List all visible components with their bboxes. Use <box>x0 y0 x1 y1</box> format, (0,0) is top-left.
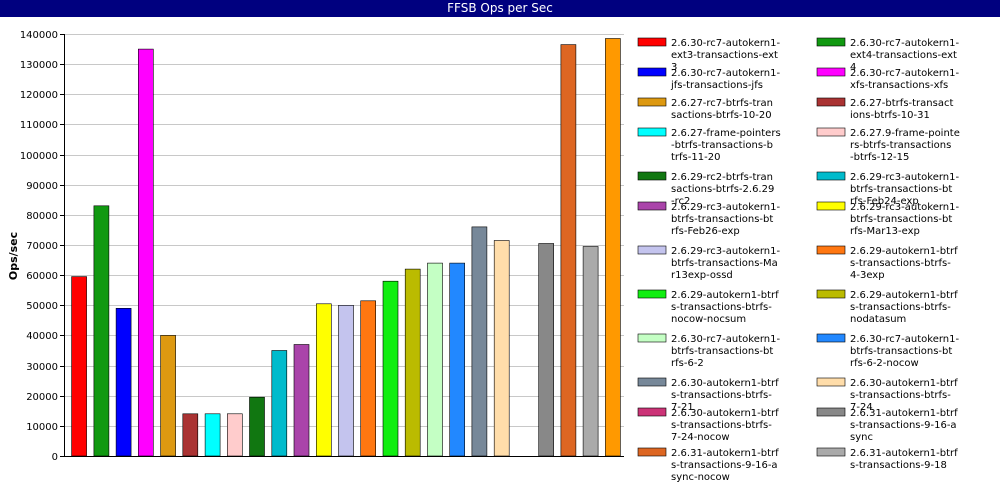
legend-entry: 2.6.29-rc3-autokern1-btrfs-transactions-… <box>671 246 781 281</box>
legend-swatch <box>816 333 846 343</box>
legend-swatch <box>816 171 846 181</box>
bar <box>427 262 443 457</box>
bar <box>404 268 421 457</box>
y-tick-label: 40000 <box>26 331 58 342</box>
bar <box>271 350 288 457</box>
y-tick-label: 90000 <box>26 181 58 192</box>
bar <box>160 335 176 457</box>
legend-entry: 2.6.29-rc2-btrfs-tran sactions-btrfs-2.6.… <box>671 172 774 207</box>
legend-entry: 2.6.27-btrfs-transact ions-btrfs-10-31 <box>850 98 953 121</box>
y-axis-label: Ops/sec <box>7 232 20 280</box>
bar <box>471 226 488 457</box>
bar <box>449 262 466 457</box>
legend-entry: 2.6.30-rc7-autokern1-ext4-transactions-e… <box>850 38 960 73</box>
legend-entry: 2.6.27.9-frame-pointe rs-btrfs-transactio… <box>850 128 960 163</box>
legend-entry: 2.6.29-rc3-autokern1-btrfs-transactions-… <box>850 172 960 207</box>
legend-swatch <box>637 289 667 299</box>
y-tick-label: 60000 <box>26 271 58 282</box>
bar <box>338 304 354 457</box>
legend-swatch <box>816 377 846 387</box>
bar <box>493 240 510 457</box>
bar <box>560 44 577 457</box>
y-tick-label: 80000 <box>26 211 58 222</box>
bar <box>204 413 221 457</box>
legend-entry: 2.6.29-autokern1-btrf s-transactions-btrf… <box>850 290 958 325</box>
legend-entry: 2.6.31-autokern1-btrf s-transactions-9-16… <box>671 448 779 483</box>
bar <box>605 38 621 457</box>
legend-swatch <box>816 37 846 47</box>
y-tick-label: 130000 <box>20 60 58 71</box>
bar <box>227 413 243 457</box>
legend-swatch <box>637 67 667 77</box>
bar <box>249 396 265 457</box>
bar <box>182 413 199 457</box>
legend-swatch <box>816 447 846 457</box>
legend-swatch <box>816 201 846 211</box>
legend-swatch <box>637 201 667 211</box>
bar <box>538 243 555 457</box>
legend-entry: 2.6.29-autokern1-btrf s-transactions-btrf… <box>671 290 779 325</box>
legend-swatch <box>637 37 667 47</box>
legend-swatch <box>816 127 846 137</box>
y-tick-label: 70000 <box>26 241 58 252</box>
legend-swatch <box>637 377 667 387</box>
legend-entry: 2.6.31-autokern1-btrf s-transactions-9-16… <box>850 408 958 443</box>
legend-entry: 2.6.31-autokern1-btrf s-transactions-9-18 <box>850 448 958 471</box>
bar <box>138 48 154 457</box>
grid <box>64 34 624 427</box>
legend-entry: 2.6.27-frame-pointers -btrfs-transactions… <box>671 128 781 163</box>
y-tick-label: 50000 <box>26 301 58 312</box>
legend-entry: 2.6.30-rc7-autokern1-xfs-transactions-xf… <box>850 68 960 91</box>
legend: 2.6.30-rc7-autokern1-ext3-transactions-e… <box>637 37 960 483</box>
chart-title: FFSB Ops per Sec <box>0 0 1000 17</box>
axes: 0 10000 20000 30000 40000 50000 60000 70000 8000… <box>20 30 624 463</box>
legend-swatch <box>637 171 667 181</box>
legend-entry: 2.6.30-rc7-autokern1-btrfs-transactions-… <box>850 334 960 369</box>
legend-swatch <box>816 97 846 107</box>
bar <box>360 300 377 457</box>
y-tick-label: 100000 <box>20 151 58 162</box>
legend-entry: 2.6.30-autokern1-btrf s-transactions-btrf… <box>850 378 958 413</box>
legend-swatch <box>637 447 667 457</box>
legend-entry: 2.6.27-rc7-btrfs-tran sactions-btrfs-10-2… <box>671 98 773 121</box>
legend-entry: 2.6.30-rc7-autokern1-ext3-transactions-e… <box>671 38 781 73</box>
y-tick-label: 10000 <box>26 422 58 433</box>
bar <box>115 307 132 457</box>
legend-swatch <box>637 407 667 417</box>
y-tick-label: 140000 <box>20 30 58 41</box>
legend-entry: 2.6.30-rc7-autokern1-btrfs-transactions-… <box>671 334 781 369</box>
bars <box>71 38 621 457</box>
legend-swatch <box>637 97 667 107</box>
legend-swatch <box>816 407 846 417</box>
legend-entry: 2.6.29-rc3-autokern1-btrfs-transactions-… <box>850 202 960 237</box>
legend-entry: 2.6.30-autokern1-btrf s-transactions-btrf… <box>671 408 779 443</box>
legend-entry: 2.6.30-autokern1-btrf s-transactions-btrf… <box>671 378 779 413</box>
bar <box>293 344 310 457</box>
bar <box>71 276 87 457</box>
legend-swatch <box>816 245 846 255</box>
legend-swatch <box>637 127 667 137</box>
bar <box>582 246 599 457</box>
legend-swatch <box>816 67 846 77</box>
legend-swatch <box>816 289 846 299</box>
bar <box>382 280 399 457</box>
legend-entry: 2.6.30-rc7-autokern1-jfs-transactions-jf… <box>670 68 781 91</box>
bar <box>315 303 332 457</box>
legend-swatch <box>637 333 667 343</box>
bar <box>93 205 110 457</box>
legend-entry: 2.6.29-autokern1-btrf s-transactions-btrf… <box>850 246 958 281</box>
y-tick-label: 110000 <box>20 120 58 131</box>
y-tick-label: 30000 <box>26 362 58 373</box>
y-tick-label: 0 <box>52 452 58 463</box>
legend-swatch <box>637 245 667 255</box>
y-tick-label: 20000 <box>26 392 58 403</box>
legend-entry: 2.6.29-rc3-autokern1-btrfs-transactions-… <box>671 202 781 237</box>
y-tick-label: 120000 <box>20 90 58 101</box>
